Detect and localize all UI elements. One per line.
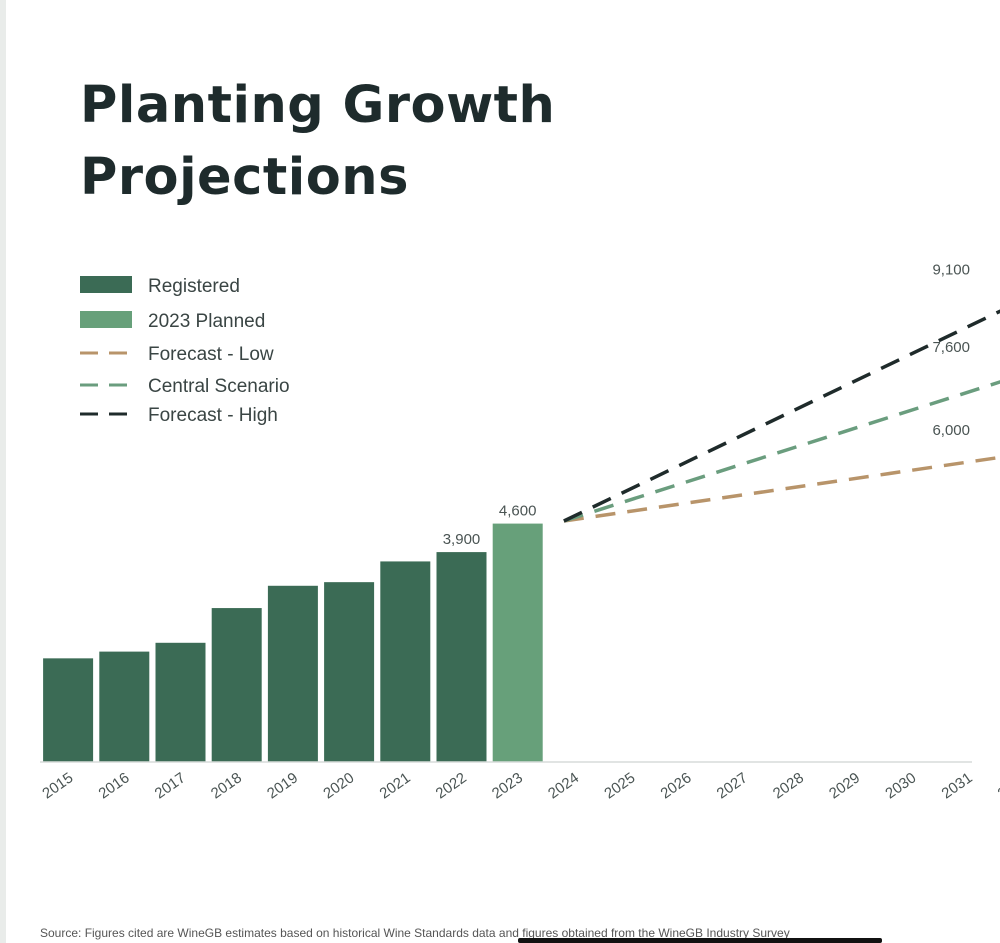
- end-label-2: 6,000: [932, 422, 970, 439]
- forecast-line-3: [563, 380, 1000, 523]
- tick-label-2030: 2030: [882, 769, 919, 802]
- title-line-2: Projections: [80, 148, 409, 207]
- tick-label-2018: 2018: [208, 769, 245, 802]
- legend-swatch-1: [80, 311, 132, 328]
- tick-label-2026: 2026: [658, 769, 695, 802]
- home-indicator: [518, 938, 882, 943]
- bar-2018: [211, 608, 262, 762]
- tick-label-2031: 2031: [939, 769, 976, 802]
- forecast-line-2: [563, 455, 1000, 523]
- bar-2023: [492, 523, 543, 762]
- tick-label-2029: 2029: [826, 769, 863, 802]
- page-edge: [0, 0, 6, 943]
- bar-2019: [267, 585, 318, 762]
- bar-2017: [155, 642, 206, 762]
- tick-label-2032: 2032: [995, 769, 1000, 802]
- tick-label-2016: 2016: [96, 769, 133, 802]
- tick-label-2021: 2021: [377, 769, 414, 802]
- end-label-4: 9,100: [932, 261, 970, 278]
- tick-label-2019: 2019: [264, 769, 301, 802]
- tick-label-2023: 2023: [489, 769, 526, 802]
- title-line-1: Planting Growth: [80, 76, 556, 135]
- source-note: Source: Figures cited are WineGB estimat…: [40, 926, 790, 940]
- legend-label-3: Central Scenario: [148, 376, 290, 397]
- tick-label-2024: 2024: [545, 769, 582, 802]
- bar-2020: [324, 582, 375, 762]
- page-title: Planting Growth Projections: [80, 70, 700, 214]
- tick-label-2015: 2015: [39, 769, 76, 802]
- bar-2022: [436, 552, 487, 762]
- legend-label-1: 2023 Planned: [148, 311, 265, 332]
- end-label-3: 7,600: [932, 339, 970, 356]
- bar-2016: [99, 651, 150, 762]
- tick-label-2027: 2027: [714, 769, 751, 802]
- bar-2021: [380, 561, 431, 762]
- forecast-line-4: [563, 309, 1000, 523]
- data-label-2022: 3,900: [443, 531, 481, 548]
- data-label-2023: 4,600: [499, 503, 537, 520]
- legend-label-4: Forecast - High: [148, 405, 278, 426]
- legend-swatch-0: [80, 276, 132, 293]
- tick-label-2028: 2028: [770, 769, 807, 802]
- tick-label-2017: 2017: [152, 769, 189, 802]
- tick-label-2025: 2025: [601, 769, 638, 802]
- tick-label-2020: 2020: [320, 769, 357, 802]
- tick-label-2022: 2022: [433, 769, 470, 802]
- legend-label-0: Registered: [148, 276, 240, 297]
- legend-label-2: Forecast - Low: [148, 344, 274, 365]
- bar-2015: [43, 658, 94, 762]
